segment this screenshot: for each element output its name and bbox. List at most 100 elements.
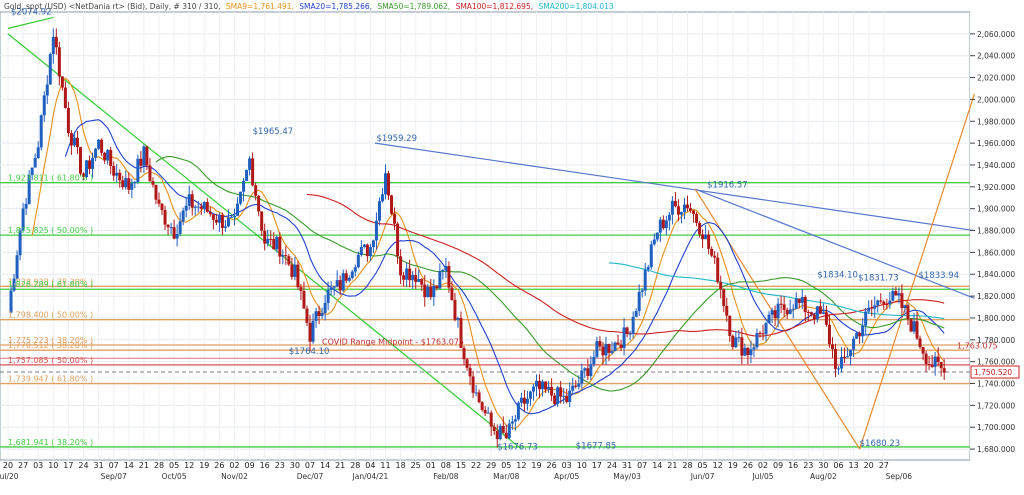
header-sma200: SMA200=1,804.013: [539, 2, 614, 11]
candle-body: [387, 173, 391, 196]
x-day-label: 27: [18, 461, 28, 470]
candle-body: [912, 321, 916, 332]
candle-body: [414, 275, 418, 282]
candle-body: [471, 376, 475, 393]
candle-body: [918, 338, 922, 347]
fib-level-label: 1,681.941 ( 38.20% ): [8, 438, 93, 447]
candle-body: [616, 342, 620, 345]
candle-body: [525, 398, 529, 404]
candle-body: [365, 244, 369, 257]
x-day-label: 03: [33, 461, 43, 470]
reference-lines: [0, 182, 970, 448]
x-day-label: 16: [260, 461, 270, 470]
price-annotation: $2074.92: [11, 8, 52, 18]
candle-body: [888, 300, 892, 305]
candle-body: [21, 208, 25, 231]
sma9-line: [31, 77, 945, 430]
candle-body: [692, 210, 696, 214]
y-tick-label: 2,040.000: [977, 52, 1015, 61]
candle-body: [78, 146, 82, 174]
candle-body: [661, 219, 665, 229]
x-month-label: Jun/07: [690, 472, 715, 481]
candle-body: [145, 146, 149, 166]
candle-body: [172, 227, 176, 239]
candle-body: [686, 204, 689, 209]
x-day-label: 15: [456, 461, 466, 470]
candle-body: [187, 194, 191, 206]
candle-body: [390, 195, 394, 214]
candle-body: [371, 240, 375, 248]
candle-body: [628, 333, 632, 335]
candle-body: [568, 390, 572, 403]
candle-body: [169, 227, 173, 229]
sma20-line: [64, 119, 945, 415]
price-annotation: $1916.57: [707, 181, 748, 191]
candle-body: [341, 273, 345, 291]
candle-body: [791, 308, 795, 310]
candle-body: [320, 313, 324, 317]
candle-body: [112, 166, 116, 176]
x-month-label: Mar/08: [493, 472, 519, 481]
candle-body: [27, 175, 31, 204]
candle-body: [12, 278, 16, 291]
candle-body: [474, 392, 478, 394]
y-tick-label: 1,900.000: [977, 205, 1015, 214]
svg-text:Gold, spot (USD) <NetDania rt>: Gold, spot (USD) <NetDania rt> (Bid), Da…: [4, 2, 614, 11]
candle-body: [163, 210, 167, 225]
candle-body: [812, 314, 816, 320]
candle-body: [287, 256, 291, 265]
candle-body: [263, 230, 267, 244]
fib-level-label: 1,770.512 ( 38.20% ): [8, 341, 93, 350]
candle-body: [248, 158, 252, 170]
candle-body: [24, 203, 28, 209]
candle-body: [550, 386, 554, 396]
candle-body: [936, 356, 940, 363]
candle-body: [921, 346, 925, 354]
last-price-label: 1,750.520: [974, 368, 1012, 377]
candle-body: [556, 387, 560, 404]
candle-body: [420, 279, 424, 285]
candle-body: [459, 318, 463, 349]
candle-body: [468, 367, 472, 377]
candle-body: [486, 412, 490, 414]
candle-body: [655, 232, 659, 240]
candle-body: [175, 233, 179, 239]
x-day-label: 07: [109, 461, 119, 470]
candle-body: [335, 280, 339, 287]
candle-body: [338, 280, 342, 291]
candle-body: [384, 173, 387, 195]
candle-body: [160, 203, 164, 211]
candle-body: [776, 303, 780, 319]
price-annotation: $1677.85: [576, 441, 617, 451]
y-tick-label: 1,920.000: [977, 183, 1015, 192]
candle-body: [94, 148, 98, 158]
candle-body: [399, 256, 403, 276]
candle-body: [480, 402, 484, 410]
candle-body: [344, 273, 348, 281]
covid-midpoint-label: COVID Range Midpoint - $1763.075: [322, 337, 464, 346]
candle-body: [924, 353, 928, 364]
x-day-label: 07: [637, 461, 647, 470]
candle-body: [329, 287, 333, 290]
candle-body: [538, 380, 542, 390]
price-annotation: $1959.29: [376, 134, 417, 144]
fib-level-label: 1,757.085 ( 50.00% ): [8, 356, 93, 365]
candle-body: [942, 368, 946, 373]
candle-body: [69, 133, 73, 146]
candle-body: [891, 291, 895, 301]
moving-averages: [31, 77, 945, 430]
candle-body: [861, 325, 865, 337]
x-day-label: 25: [411, 461, 421, 470]
candle-body: [139, 158, 143, 166]
candle-body: [734, 337, 738, 348]
candle-body: [728, 315, 732, 336]
x-day-label: 14: [320, 461, 330, 470]
x-day-label: 19: [728, 461, 738, 470]
header-sma9: SMA9=1,761.491,: [226, 2, 294, 11]
candle-body: [226, 217, 230, 227]
candle-body: [299, 287, 303, 291]
candle-body: [278, 236, 282, 257]
candle-body: [592, 356, 596, 365]
candle-body: [127, 178, 131, 190]
candle-body: [33, 157, 37, 168]
